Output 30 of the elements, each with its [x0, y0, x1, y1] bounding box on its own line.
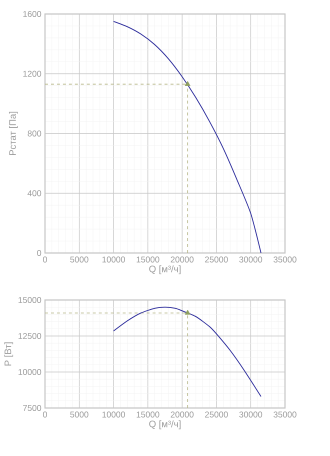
x-tick-label: 10000	[102, 412, 126, 418]
x-tick-label: 20000	[170, 256, 194, 263]
x-tick-label: 15000	[136, 412, 160, 418]
x-tick-label: 35000	[274, 412, 296, 418]
line-series	[113, 306, 262, 397]
y-tick-label: 800	[28, 130, 42, 136]
x-axis-title: Q [м³/ч]	[149, 420, 181, 430]
y-tick-label: 1600	[23, 11, 42, 17]
x-tick-label: 10000	[102, 256, 126, 263]
y-tick-label: 15000	[18, 297, 42, 304]
y-tick-label: 1200	[23, 70, 42, 77]
x-tick-label: 5000	[70, 412, 88, 418]
x-tick-label: 30000	[239, 256, 262, 263]
x-tick-label: 15000	[136, 256, 160, 263]
x-tick-label: 35000	[274, 256, 296, 263]
x-tick-label: 20000	[170, 412, 194, 418]
y-tick-label: 10000	[18, 369, 42, 375]
y-tick-label: 7500	[23, 405, 42, 411]
x-tick-label: 0	[42, 412, 48, 418]
x-tick-label: 0	[42, 256, 48, 263]
y-axis-title: Рстат [Па]	[8, 112, 18, 156]
y-tick-label: 12500	[18, 333, 42, 340]
x-tick-label: 5000	[70, 256, 88, 263]
x-tick-label: 25000	[205, 256, 228, 263]
y-axis-title: P [Вт]	[4, 342, 14, 366]
x-axis-title: Q [м³/ч]	[149, 265, 181, 274]
x-tick-label: 25000	[205, 412, 228, 418]
y-tick-label: 0	[37, 250, 42, 256]
x-tick-label: 30000	[239, 412, 262, 418]
y-tick-label: 400	[28, 190, 42, 196]
